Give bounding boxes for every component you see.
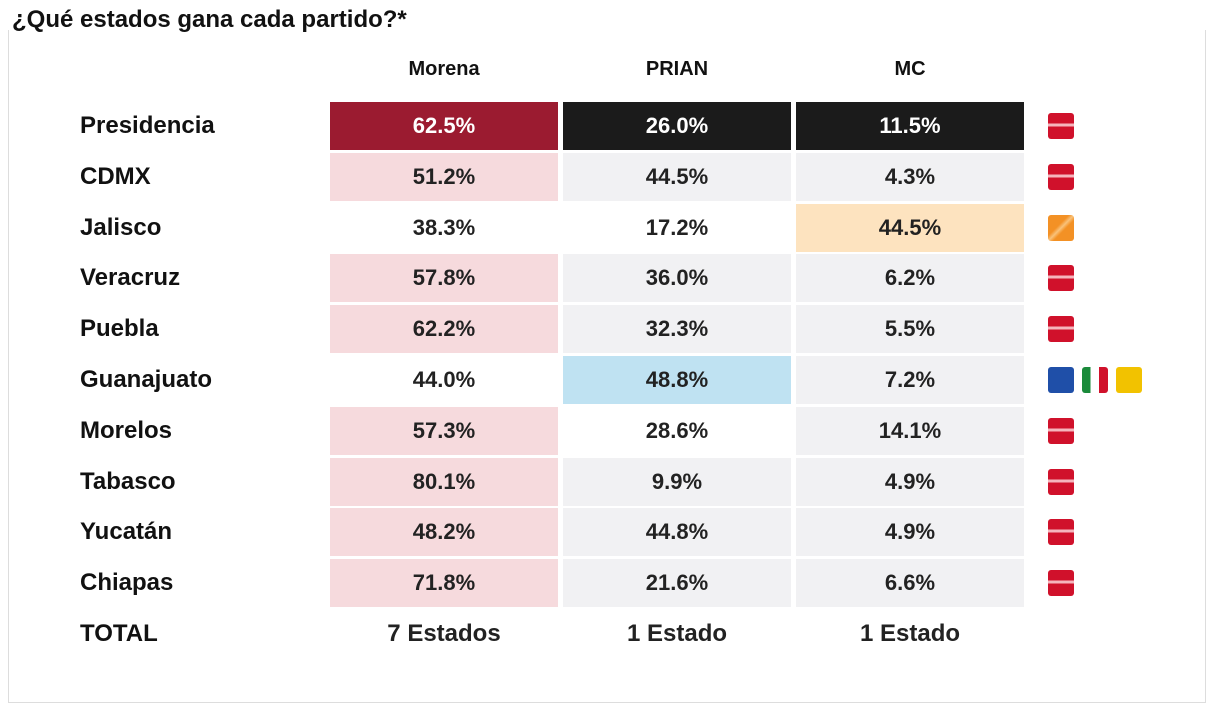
party-icon	[1048, 570, 1074, 597]
cell: 7 Estados	[387, 620, 501, 647]
row-label: Tabasco	[80, 467, 176, 495]
cell: 44.5%	[563, 152, 791, 201]
cell: 7.2%	[796, 356, 1024, 404]
cell: 62.2%	[330, 305, 558, 354]
row-label: CDMX	[80, 162, 151, 190]
row-label: Yucatán	[80, 518, 173, 546]
cell: 71.8%	[330, 559, 558, 608]
cell: 28.6%	[563, 406, 791, 455]
party-icon	[1048, 214, 1074, 241]
party-icon	[1048, 316, 1074, 343]
cell: 6.6%	[796, 559, 1024, 608]
row-label: Morelos	[80, 416, 173, 444]
cell: 4.9%	[796, 508, 1024, 557]
cell: 9.9%	[563, 457, 791, 506]
cell: 80.1%	[330, 457, 558, 506]
party-icon	[1116, 367, 1142, 393]
party-icon	[1048, 468, 1074, 495]
cell: 36.0%	[563, 254, 791, 303]
cell: 44.5%	[796, 203, 1024, 252]
title: ¿Qué estados gana cada partido?*	[12, 6, 407, 33]
cell: 1 Estado	[626, 620, 728, 647]
cell: 4.3%	[796, 152, 1024, 201]
party-icon	[1048, 417, 1074, 444]
row-label: Veracruz	[80, 264, 181, 292]
column-header: MC	[894, 58, 926, 80]
row-label: Guanajuato	[80, 366, 213, 393]
cell: 48.2%	[330, 508, 558, 557]
cell: 44.0%	[330, 356, 558, 404]
cell: 17.2%	[563, 203, 791, 252]
party-icon	[1048, 113, 1074, 139]
party-icon	[1048, 519, 1074, 546]
party-icon	[1048, 265, 1074, 292]
cell: 21.6%	[563, 559, 791, 608]
cell: 5.5%	[796, 305, 1024, 354]
cell: 1 Estado	[859, 620, 961, 647]
party-icon	[1082, 367, 1108, 393]
cell: 57.8%	[330, 254, 558, 303]
cell: 57.3%	[330, 406, 558, 455]
total-label: TOTAL	[80, 620, 158, 647]
party-icon	[1048, 163, 1074, 190]
row-label: Puebla	[80, 315, 159, 343]
cell: 62.5%	[330, 102, 558, 150]
row-label: Jalisco	[80, 213, 162, 241]
row-label: Chiapas	[80, 569, 174, 597]
cell: 4.9%	[796, 457, 1024, 506]
cell: 6.2%	[796, 254, 1024, 303]
cell: 32.3%	[563, 305, 791, 354]
cell: 51.2%	[330, 152, 558, 201]
cell: 14.1%	[796, 406, 1024, 455]
column-header: PRIAN	[645, 58, 709, 80]
frame	[8, 30, 1206, 703]
party-icon	[1048, 367, 1074, 393]
column-header: Morena	[408, 58, 480, 80]
cell: 44.8%	[563, 508, 791, 557]
cell: 38.3%	[330, 203, 558, 252]
cell: 11.5%	[796, 102, 1024, 150]
cell: 48.8%	[563, 356, 791, 404]
row-label: Presidencia	[80, 112, 215, 139]
cell: 26.0%	[563, 102, 791, 150]
